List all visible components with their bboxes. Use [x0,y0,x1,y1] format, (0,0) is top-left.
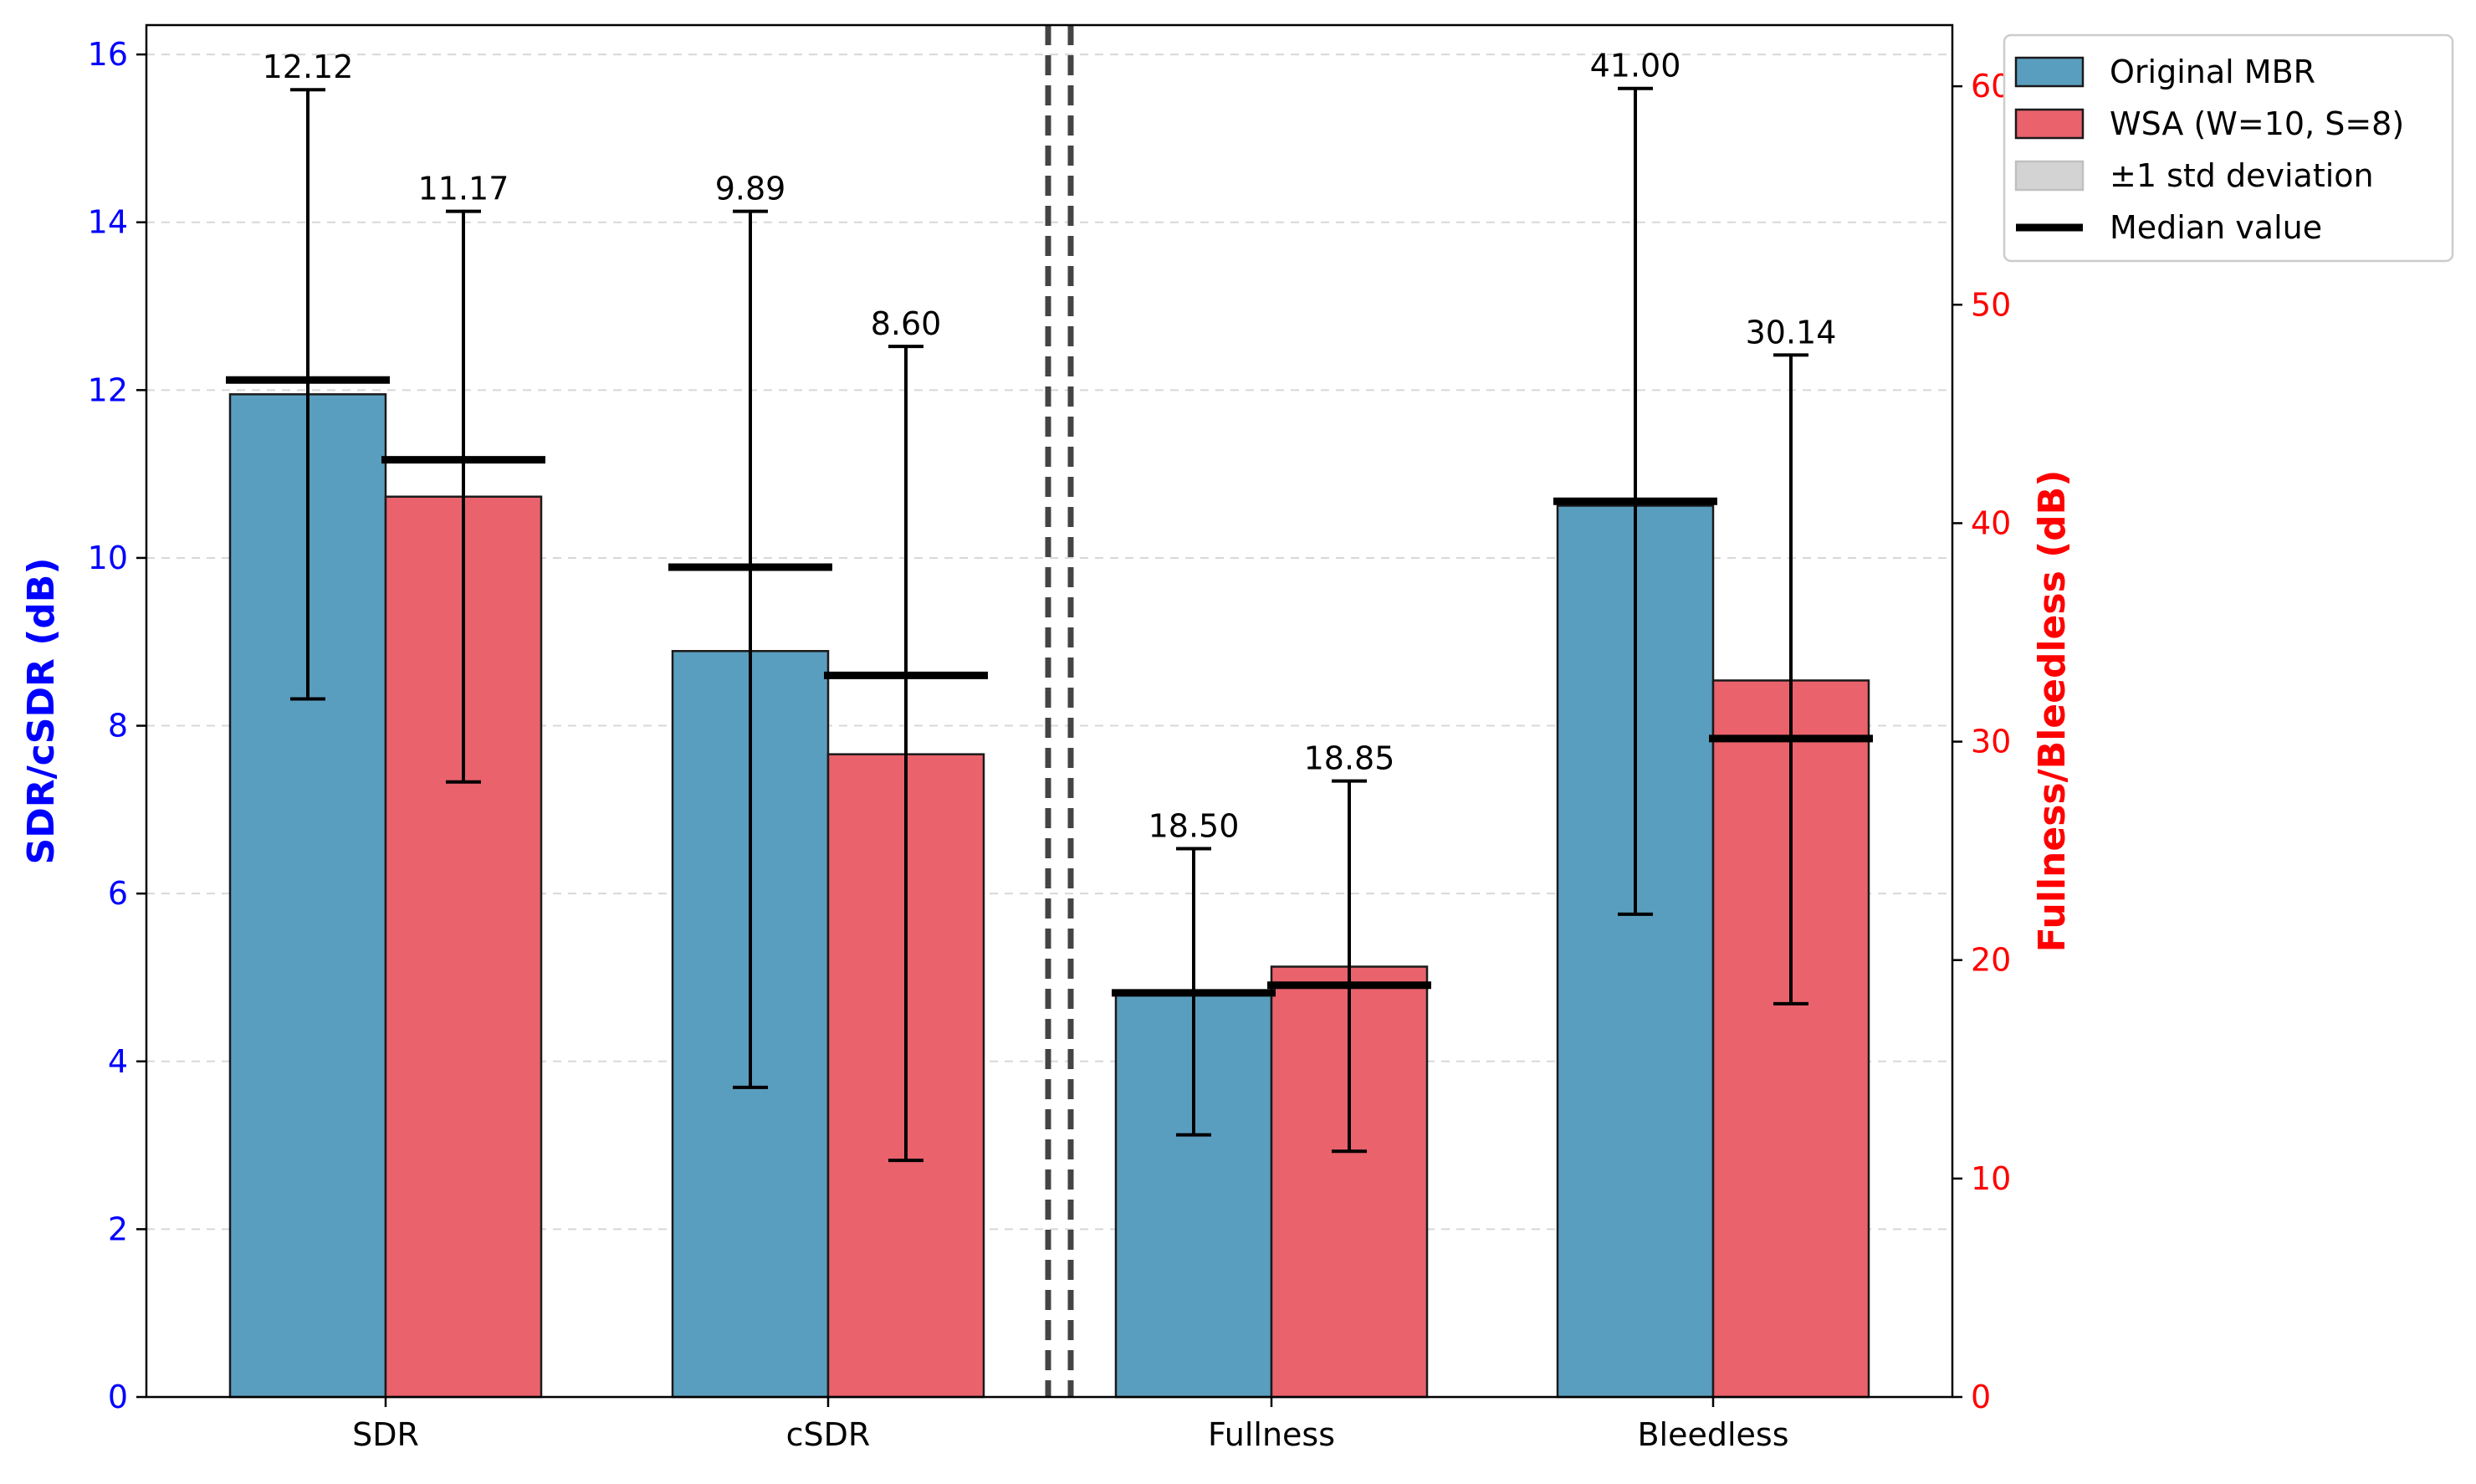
legend-box [2003,33,2454,263]
legend: Original MBR WSA (W=10, S=8) ±1 std deviat… [2003,33,2454,263]
legend-swatch [2014,108,2085,140]
left-tick-label: 12 [88,371,128,408]
left-tick-label: 14 [88,204,128,241]
right-tick-label: 0 [1971,1379,1991,1415]
median-value-label: 18.50 [1148,808,1240,845]
y-axis-label-left: SDR/cSDR (dB) [20,558,63,865]
group-separator [1045,25,1074,1397]
median-value-label: 8.60 [871,305,942,342]
median-value-label: 9.89 [715,171,786,207]
right-tick-label: 10 [1971,1160,2011,1197]
legend-label: Median value [2110,209,2322,246]
left-tick-label: 2 [108,1210,128,1247]
left-tick-label: 10 [88,540,128,576]
bar-value-labels: 12.12 9.89 18.50 41.00 11.17 8.60 18.85 30.14 [263,48,1837,845]
right-tick-label: 30 [1971,724,2011,760]
x-tick-label: Bleedless [1637,1416,1788,1453]
median-value-label: 11.17 [418,171,509,207]
y-axis-label-right: Fullness/Bleedless (dB) [2031,470,2074,953]
error-bars [290,86,1808,1163]
legend-swatch [2014,56,2085,88]
legend-swatch [2014,160,2085,192]
right-tick-label: 40 [1971,504,2011,541]
right-tick-label: 20 [1971,942,2011,979]
plot-frame [145,23,1954,1399]
legend-label: ±1 std deviation [2110,157,2374,194]
median-value-label: 18.85 [1304,740,1395,777]
legend-label: WSA (W=10, S=8) [2110,105,2404,142]
left-tick-label: 4 [108,1043,128,1080]
legend-label: Original MBR [2110,54,2315,90]
x-tick-label: Fullness [1208,1416,1335,1453]
median-value-label: 30.14 [1746,314,1837,351]
left-tick-label: 8 [108,708,128,745]
median-value-label: 41.00 [1590,48,1681,84]
left-tick-label: 16 [88,36,128,73]
right-tick-label: 50 [1971,286,2011,323]
median-value-label: 12.12 [263,49,354,85]
left-tick-label: 0 [108,1379,128,1415]
x-tick-label: SDR [352,1416,419,1453]
x-tick-label: cSDR [786,1416,871,1453]
left-tick-label: 6 [108,875,128,912]
